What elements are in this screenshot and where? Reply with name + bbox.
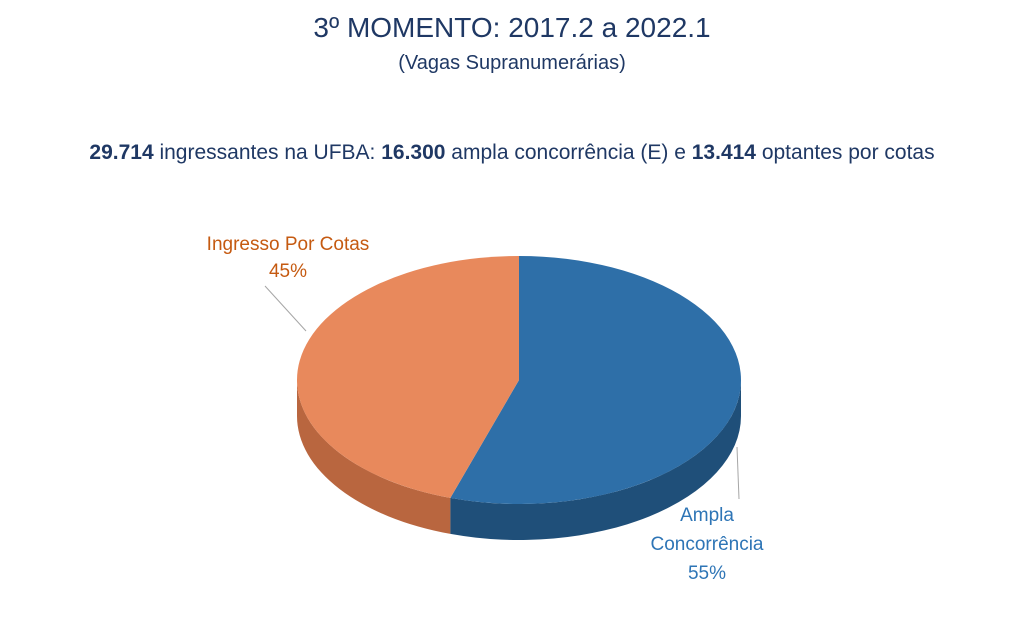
leader-line-ampla [736, 446, 740, 500]
page-subtitle: (Vagas Supranumerárias) [398, 52, 626, 74]
pie-slice-cotas [297, 256, 519, 498]
summary-text-3: optantes por cotas [755, 141, 935, 164]
summary-line: 29.714 ingressantes na UFBA: 16.300 ampl… [0, 141, 1024, 165]
label-cotas-name: Ingresso Por Cotas [207, 234, 370, 255]
summary-ampla: 16.300 [381, 141, 446, 164]
pie-side-cotas [297, 380, 451, 534]
summary-text-1: ingressantes na UFBA: [153, 141, 382, 164]
summary-text-2: ampla concorrência (E) e [445, 141, 692, 164]
summary-total: 29.714 [89, 141, 154, 164]
leader-line-cotas [264, 285, 307, 332]
label-ampla-name-1: Ampla [680, 505, 734, 526]
pie-slice-ampla [450, 256, 742, 504]
pie-side-ampla [450, 380, 741, 540]
label-ampla-name-2: Concorrência [651, 534, 764, 555]
page-title: 3º MOMENTO: 2017.2 a 2022.1 [313, 12, 711, 43]
label-ampla-percent: 55% [688, 563, 726, 584]
label-cotas-percent: 45% [269, 261, 307, 282]
summary-cotas: 13.414 [691, 141, 756, 164]
